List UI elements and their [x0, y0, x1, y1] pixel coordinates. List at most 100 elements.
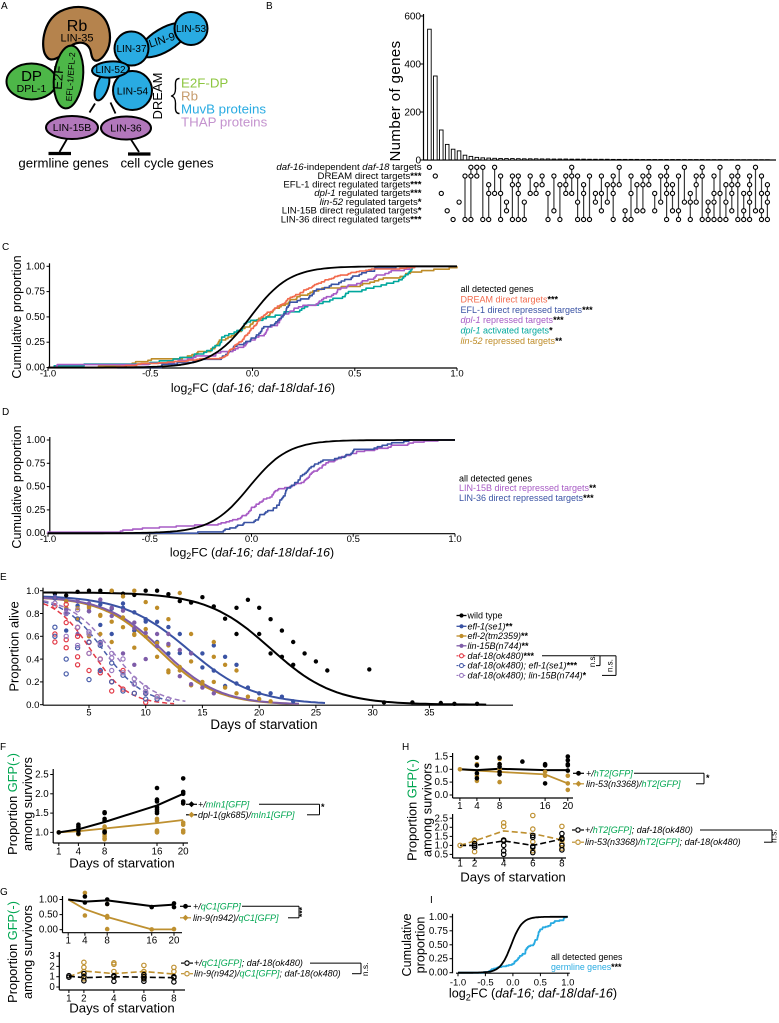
svg-text:lin-9(n942)/qC1[GFP]: lin-9(n942)/qC1[GFP] — [193, 913, 279, 923]
svg-text:germline genes***: germline genes*** — [551, 962, 622, 972]
svg-text:all detected genes: all detected genes — [459, 474, 533, 484]
svg-text:0.50: 0.50 — [429, 940, 449, 951]
svg-text:6: 6 — [530, 858, 536, 869]
svg-text:DPL-1: DPL-1 — [17, 83, 47, 95]
svg-text:0.2: 0.2 — [26, 677, 39, 688]
svg-text:16: 16 — [146, 936, 157, 947]
svg-text:1.0: 1.0 — [450, 369, 463, 380]
svg-text:-0.5: -0.5 — [142, 534, 158, 545]
svg-text:1.0: 1.0 — [434, 764, 448, 775]
svg-text:wild type: wild type — [467, 611, 503, 621]
svg-text:Cumulative proportion: Cumulative proportion — [10, 255, 24, 378]
svg-text:daf-18(ok480); efl-1(se1)***: daf-18(ok480); efl-1(se1)*** — [468, 661, 578, 671]
svg-text:35: 35 — [424, 708, 434, 718]
svg-text:0.50: 0.50 — [26, 482, 46, 493]
svg-text:1.0: 1.0 — [448, 534, 461, 545]
svg-text:efl-1(se1)**: efl-1(se1)** — [468, 621, 514, 631]
svg-text:lin-15B(n744)**: lin-15B(n744)** — [468, 641, 530, 651]
svg-text:n.s.: n.s. — [769, 829, 779, 843]
svg-text:n.s.: n.s. — [360, 962, 370, 976]
svg-text:E: E — [0, 572, 7, 583]
svg-text:n.s.: n.s. — [606, 659, 615, 672]
svg-text:H: H — [402, 742, 409, 753]
svg-text:20: 20 — [178, 847, 189, 858]
svg-text:600: 600 — [404, 12, 421, 23]
svg-text:4: 4 — [474, 801, 480, 812]
svg-text:LIN-37: LIN-37 — [116, 44, 146, 55]
svg-text:dpl-1 activated targets*: dpl-1 activated targets* — [461, 326, 554, 336]
svg-text:D: D — [2, 407, 9, 418]
svg-text:dpl-1(gk685)/mIn1[GFP]: dpl-1(gk685)/mIn1[GFP] — [198, 810, 295, 820]
svg-text:C: C — [2, 242, 9, 253]
svg-text:16: 16 — [540, 801, 551, 812]
svg-text:Proportion GFP(-): Proportion GFP(-) — [5, 753, 20, 855]
svg-text:daf-18(ok480); lin-15B(n744)*: daf-18(ok480); lin-15B(n744)* — [468, 670, 587, 680]
svg-text:DREAM direct targets***: DREAM direct targets*** — [461, 295, 559, 305]
svg-text:400: 400 — [404, 60, 421, 71]
svg-text:A: A — [1, 1, 8, 12]
svg-text:0.25: 0.25 — [26, 337, 46, 348]
svg-text:8: 8 — [497, 801, 503, 812]
svg-text:log2FC (daf-16; daf-18/daf-16): log2FC (daf-16; daf-18/daf-16) — [449, 987, 617, 1003]
svg-text:Proportion GFP(-): Proportion GFP(-) — [5, 901, 20, 1003]
svg-text:0: 0 — [49, 982, 55, 993]
svg-text:1.5: 1.5 — [35, 808, 49, 819]
svg-text:1: 1 — [457, 801, 462, 812]
svg-text:LIN-35: LIN-35 — [60, 33, 93, 45]
svg-text:among survivors: among survivors — [420, 763, 435, 857]
svg-text:4: 4 — [82, 936, 88, 947]
svg-text:0.0: 0.0 — [434, 790, 448, 801]
svg-text:0.5: 0.5 — [434, 777, 448, 788]
svg-text:Cumulative: Cumulative — [400, 914, 414, 977]
svg-text:Days of starvation: Days of starvation — [460, 870, 566, 885]
svg-text:daf-18(ok480)***: daf-18(ok480)*** — [468, 651, 535, 661]
svg-text:1: 1 — [457, 858, 462, 869]
svg-text:lin-53(n3368)/hT2[GFP]; daf-18: lin-53(n3368)/hT2[GFP]; daf-18(ok480) — [585, 837, 741, 847]
svg-text:log2FC (daf-16; daf-18/daf-16): log2FC (daf-16; daf-18/daf-16) — [171, 381, 335, 397]
svg-text:2.5: 2.5 — [35, 770, 49, 781]
svg-text:*: * — [321, 802, 325, 812]
svg-text:n.s.: n.s. — [588, 654, 597, 667]
svg-text:lin-9(n942)/qC1[GFP]; daf-18(o: lin-9(n942)/qC1[GFP]; daf-18(ok480) — [194, 969, 341, 979]
svg-text:1.00: 1.00 — [39, 895, 59, 906]
svg-text:among survivors: among survivors — [20, 757, 35, 851]
svg-text:0.0: 0.0 — [245, 534, 258, 545]
svg-text:LIN-54: LIN-54 — [117, 86, 149, 98]
svg-text:0.75: 0.75 — [26, 287, 46, 298]
svg-text:0.75: 0.75 — [429, 926, 449, 937]
svg-text:0.00: 0.00 — [39, 925, 59, 936]
svg-text:Number of genes: Number of genes — [387, 40, 404, 161]
svg-text:10: 10 — [141, 708, 151, 718]
svg-text:1.00: 1.00 — [26, 261, 46, 272]
svg-text:LIN-36 direct regulated target: LIN-36 direct regulated targets*** — [281, 214, 422, 225]
svg-text:lin-53(n3368)/hT2[GFP]: lin-53(n3368)/hT2[GFP] — [586, 779, 681, 789]
svg-text:1: 1 — [56, 847, 61, 858]
svg-text:dpl-1 repressed targets***: dpl-1 repressed targets*** — [461, 315, 565, 325]
svg-text:1.5: 1.5 — [434, 751, 448, 762]
svg-text:-0.5: -0.5 — [142, 369, 158, 380]
svg-text:0.5: 0.5 — [347, 534, 360, 545]
svg-text:0.0: 0.0 — [26, 700, 39, 711]
svg-text:Days of starvation: Days of starvation — [69, 856, 175, 871]
svg-text:EFL-1 direct repressed targets: EFL-1 direct repressed targets*** — [461, 305, 594, 315]
svg-text:2.0: 2.0 — [35, 789, 49, 800]
svg-text:***: *** — [297, 906, 307, 917]
svg-text:200: 200 — [404, 108, 421, 119]
svg-text:15: 15 — [197, 708, 207, 718]
svg-text:efl-2(tm2359)**: efl-2(tm2359)** — [468, 631, 529, 641]
svg-text:F: F — [0, 742, 6, 753]
svg-text:Proportion alive: Proportion alive — [7, 601, 22, 691]
svg-text:+/hT2[GFP]; daf-18(ok480): +/hT2[GFP]; daf-18(ok480) — [585, 825, 693, 835]
svg-text:cell cycle genes: cell cycle genes — [120, 156, 213, 171]
svg-text:all detected genes: all detected genes — [461, 284, 535, 294]
svg-text:+/hT2[GFP]: +/hT2[GFP] — [586, 768, 633, 778]
svg-text:0.4: 0.4 — [26, 654, 40, 665]
svg-text:5: 5 — [86, 708, 91, 718]
svg-text:1.0: 1.0 — [26, 586, 39, 597]
svg-text:DREAM: DREAM — [150, 73, 165, 120]
svg-text:2: 2 — [472, 858, 477, 869]
svg-text:Proportion GFP(-): Proportion GFP(-) — [405, 759, 420, 861]
svg-text:20: 20 — [169, 936, 180, 947]
svg-text:0.6: 0.6 — [26, 632, 39, 643]
svg-text:all detected genes: all detected genes — [551, 952, 623, 962]
